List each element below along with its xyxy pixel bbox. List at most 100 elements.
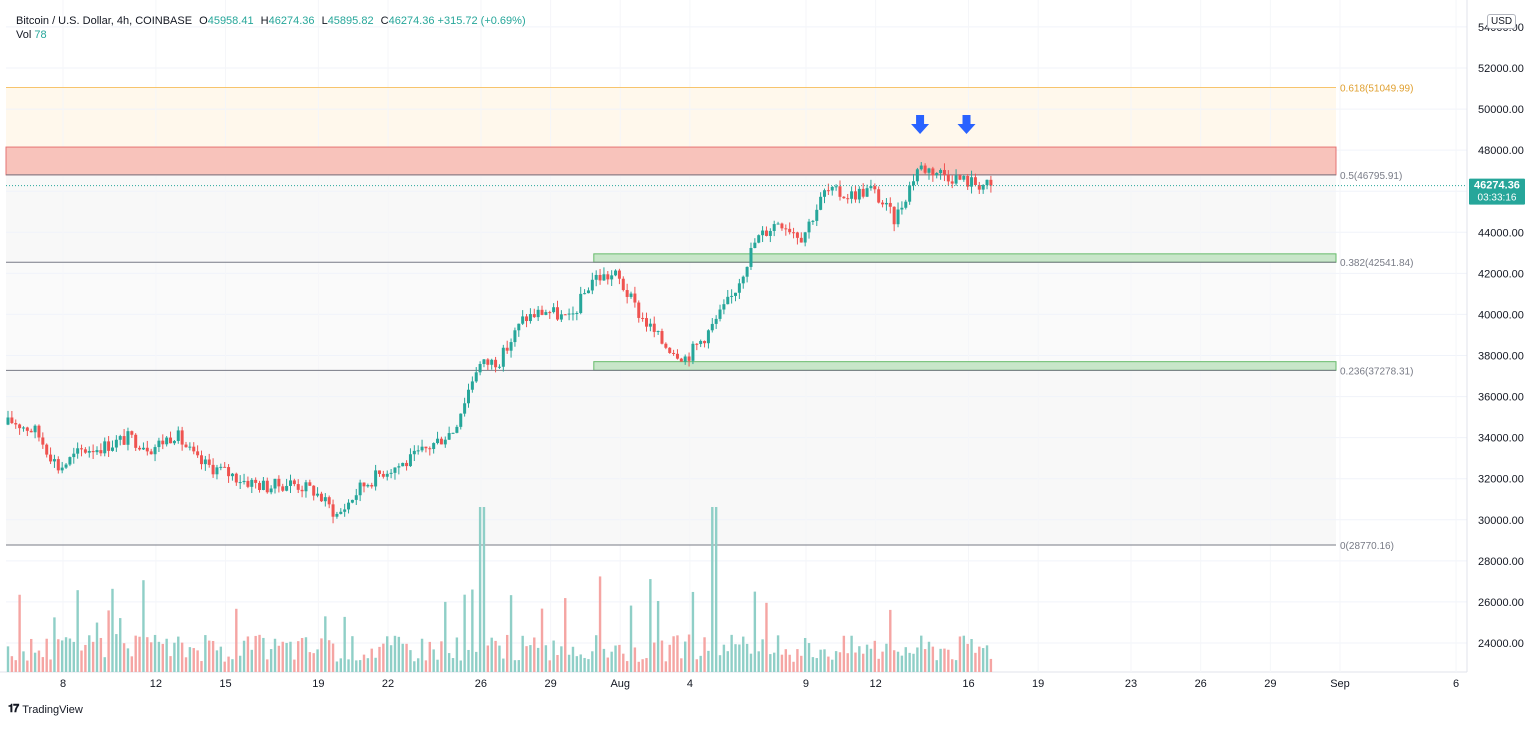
candle-body	[764, 230, 768, 236]
candle-body	[203, 459, 207, 465]
candle-body	[474, 372, 478, 382]
candle-body	[571, 313, 575, 315]
volume-bar	[200, 661, 203, 672]
volume-bar	[146, 637, 149, 672]
candle-body	[242, 480, 246, 483]
candle-body	[497, 366, 501, 368]
candle-body	[614, 270, 618, 276]
volume-bar	[544, 645, 548, 672]
candle-body	[772, 224, 776, 231]
volume-bar	[235, 608, 238, 672]
candle-body	[985, 179, 989, 186]
volume-bar	[641, 659, 644, 672]
candle-body	[706, 330, 710, 344]
candle-body	[838, 186, 842, 197]
candle-body	[408, 454, 412, 467]
x-tick-label: 29	[544, 678, 556, 690]
volume-bar	[587, 659, 590, 672]
candle-body	[451, 432, 455, 434]
candle-body	[234, 473, 238, 483]
volume-bar	[358, 660, 362, 672]
volume-bar	[273, 638, 277, 672]
tradingview-watermark[interactable]: 𝟏𝟕 TradingView	[8, 703, 83, 716]
volume-bar	[842, 635, 846, 672]
candle-body	[826, 190, 830, 192]
candle-body	[590, 279, 594, 291]
volume-bar	[776, 635, 780, 672]
volume-bar	[807, 643, 811, 672]
volume-bar	[683, 641, 687, 672]
candle-body	[269, 488, 273, 493]
volume-bar	[827, 656, 830, 672]
candle-body	[165, 437, 169, 445]
volume-bar	[378, 646, 381, 672]
candle-body	[664, 343, 668, 348]
fib-label-0.5: 0.5(46795.91)	[1340, 171, 1402, 182]
candle-body	[780, 223, 784, 229]
y-tick-label: 36000.00	[1478, 392, 1524, 404]
volume-bar	[494, 640, 497, 672]
currency-button[interactable]: USD	[1487, 14, 1517, 29]
x-tick-label: 16	[962, 678, 974, 690]
volume-bar	[447, 653, 451, 672]
volume-bar	[862, 653, 865, 672]
candle-body	[288, 480, 292, 486]
volume-bar	[343, 616, 346, 672]
candle-body	[776, 223, 780, 225]
volume-bar	[513, 660, 517, 672]
candle-body	[892, 206, 896, 225]
volume-bar	[432, 649, 435, 672]
volume-bar	[482, 507, 486, 672]
candle-body	[41, 437, 45, 445]
candle-body	[865, 188, 869, 197]
x-tick-label: 12	[870, 678, 882, 690]
candle-body	[56, 459, 60, 471]
candle-body	[64, 464, 68, 468]
y-tick-label: 48000.00	[1478, 145, 1524, 157]
x-tick-label: 9	[803, 678, 809, 690]
volume-bar	[397, 636, 401, 672]
candle-body	[52, 459, 56, 462]
volume-bar	[815, 658, 818, 672]
volume-bar	[347, 659, 350, 672]
candle-body	[919, 165, 923, 170]
candle-body	[110, 447, 114, 451]
fib-label-0.618: 0.618(51049.99)	[1340, 84, 1413, 95]
high-label: H	[260, 15, 269, 27]
volume-bar	[258, 634, 261, 672]
candle-body	[273, 478, 277, 489]
volume-bar	[889, 609, 892, 672]
candle-body	[416, 450, 420, 452]
volume-bar	[153, 634, 157, 672]
volume-bar	[711, 507, 714, 672]
candle-body	[610, 275, 614, 280]
candle-body	[989, 179, 993, 186]
candle-body	[350, 499, 354, 503]
candle-body	[428, 448, 432, 450]
volume-bar	[10, 656, 14, 672]
candle-body	[188, 446, 192, 448]
volume-bar	[424, 660, 428, 672]
change-value: +315.72 (+0.69%)	[437, 15, 526, 27]
candle-body	[335, 513, 339, 517]
candle-body	[741, 276, 745, 284]
candle-body	[370, 484, 374, 487]
candle-body	[629, 293, 633, 297]
symbol-title[interactable]: Bitcoin / U.S. Dollar, 4h, COINBASE	[16, 15, 193, 27]
candle-body	[331, 504, 335, 517]
candle-body	[211, 464, 215, 475]
volume-bar	[834, 651, 838, 672]
volume-bar	[703, 637, 706, 672]
volume-bar	[560, 646, 563, 672]
volume-bar	[989, 658, 993, 672]
volume-bar	[285, 642, 288, 672]
candle-body	[227, 467, 231, 477]
candle-body	[745, 266, 749, 277]
volume-bar	[180, 642, 184, 672]
candle-body	[509, 342, 513, 351]
volume-bar	[308, 652, 312, 672]
volume-bar	[927, 641, 931, 672]
candle-body	[652, 323, 656, 332]
